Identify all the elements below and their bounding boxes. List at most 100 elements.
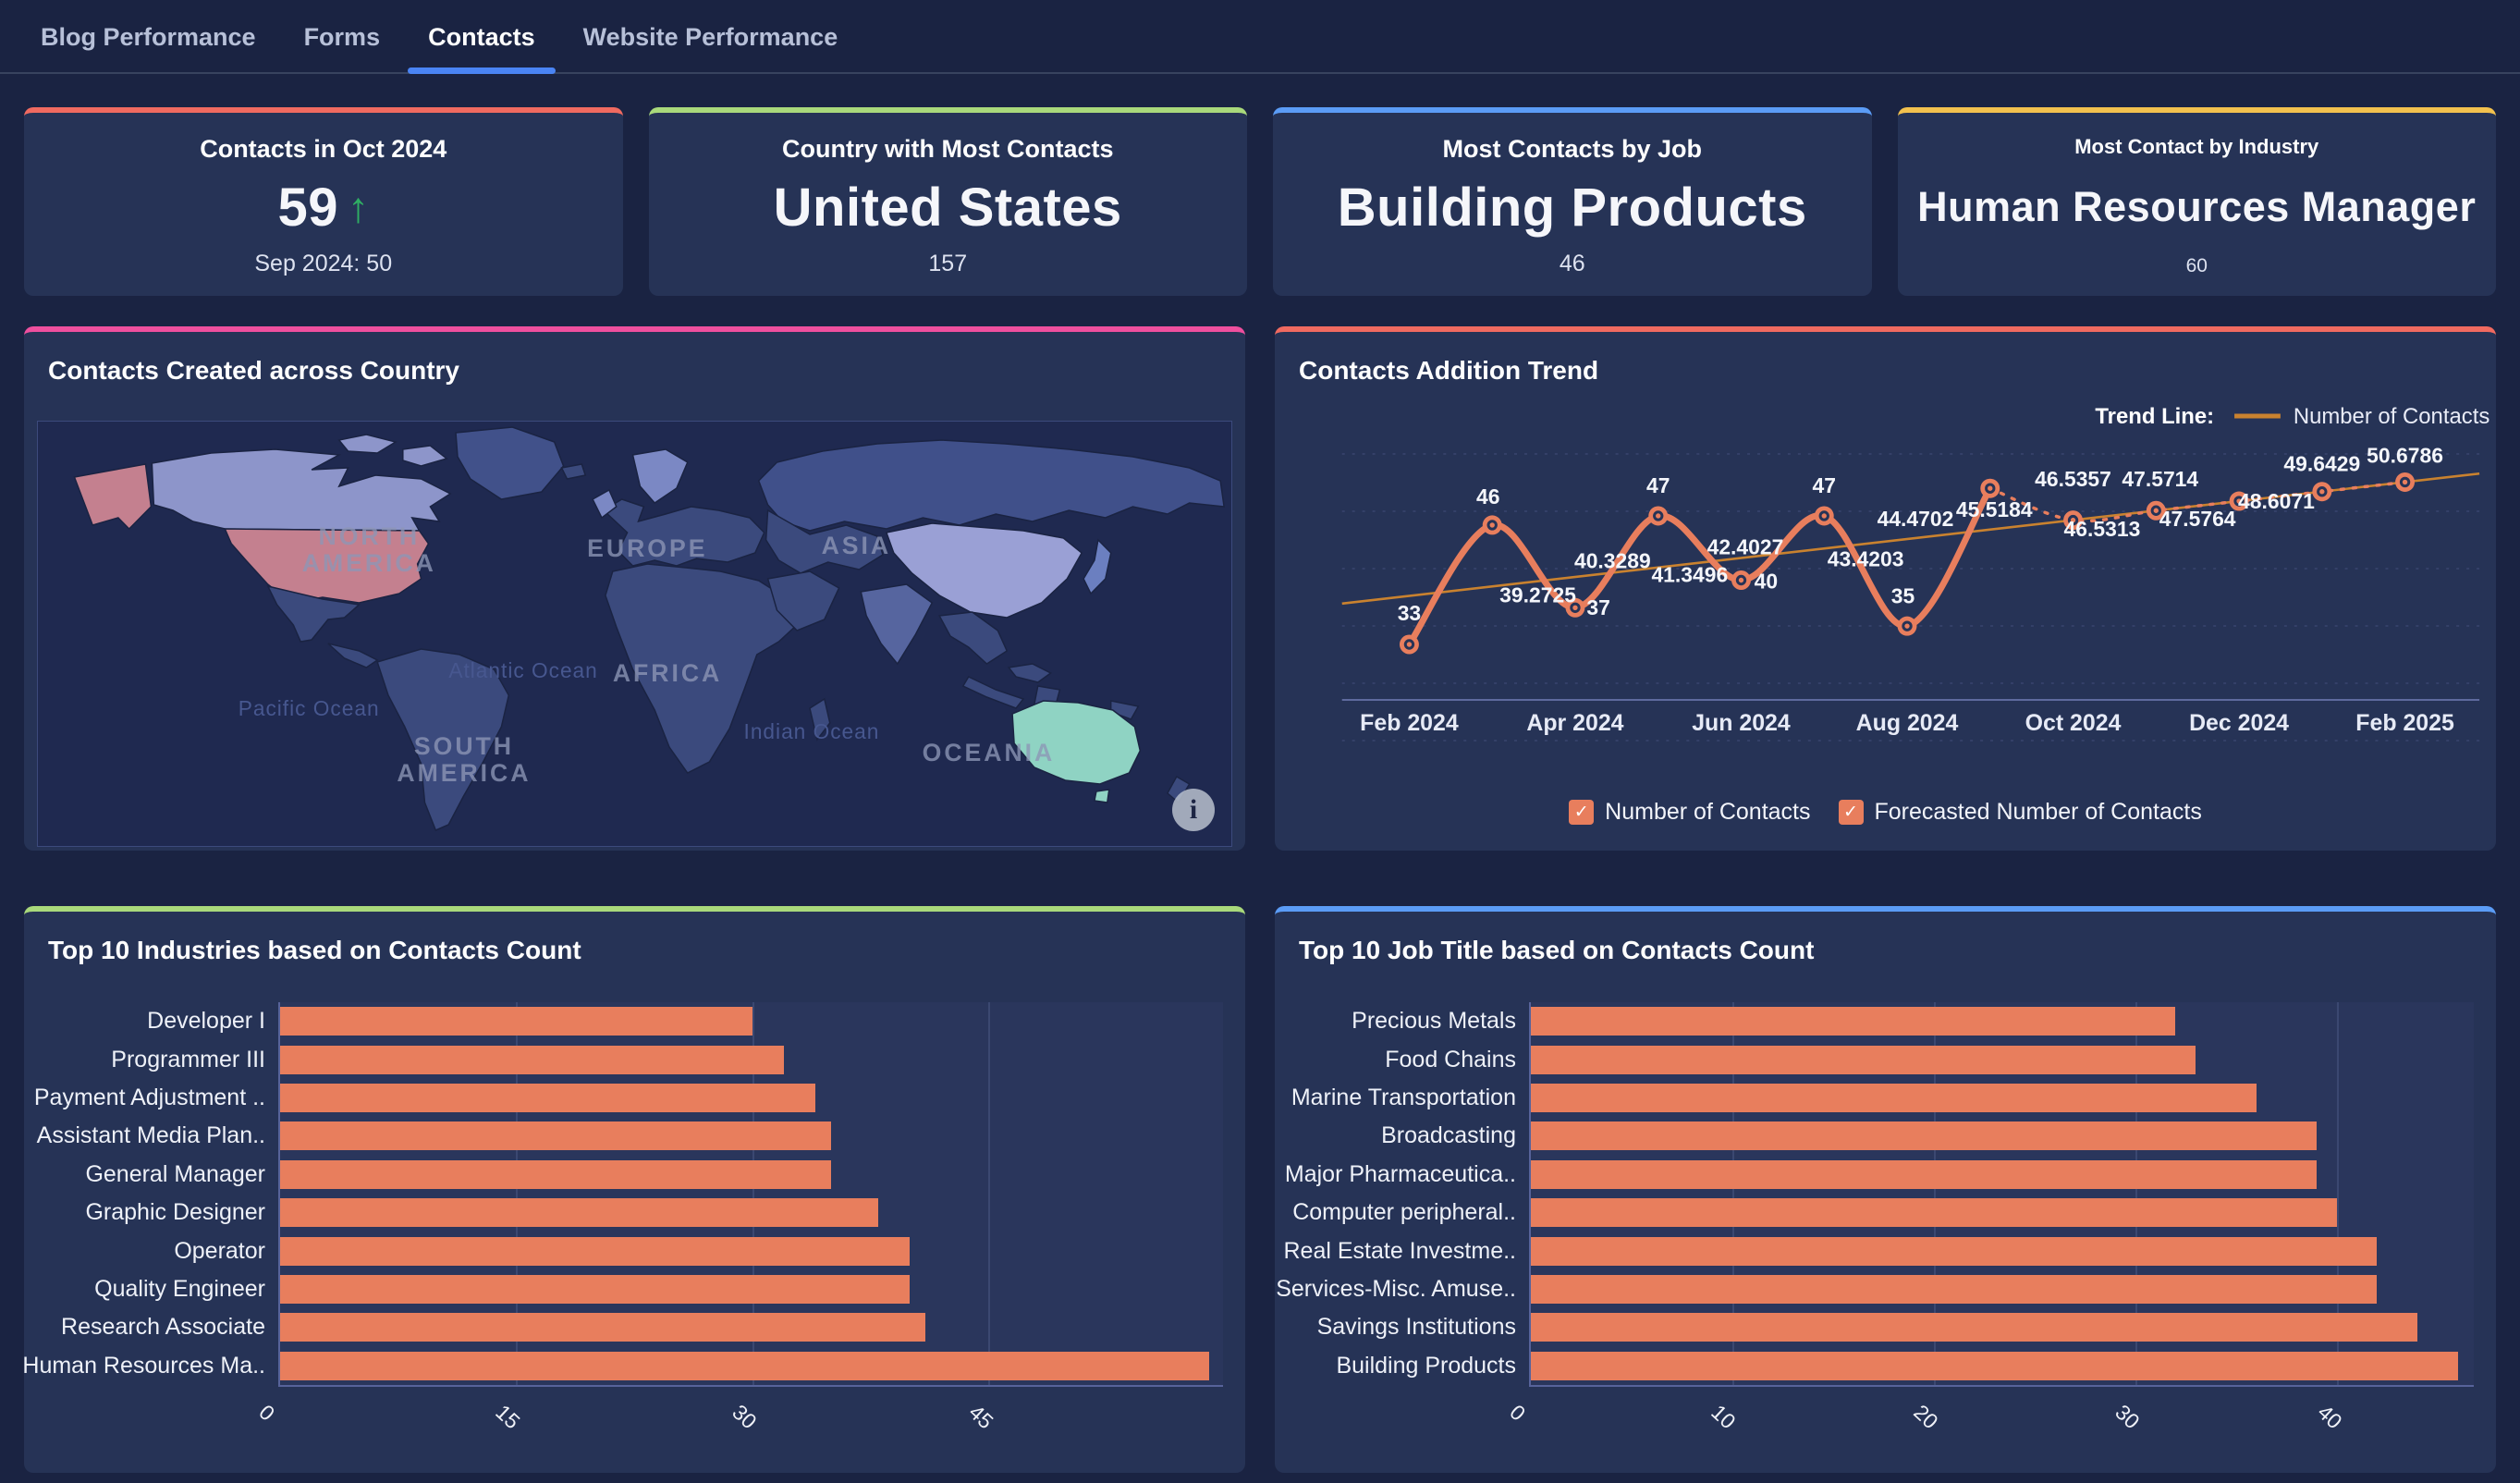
x-tick-label: 30 bbox=[2110, 1399, 2145, 1434]
data-point-marker-inner bbox=[1818, 510, 1829, 521]
bar-category-label: Computer peripheral.. bbox=[1292, 1199, 1516, 1226]
data-label: 39.2725 bbox=[1499, 582, 1576, 607]
x-tick-label: Oct 2024 bbox=[2025, 710, 2122, 736]
data-label: 46.5313 bbox=[2064, 517, 2141, 541]
bar-rows bbox=[280, 1002, 1223, 1385]
x-tick-label: Dec 2024 bbox=[2189, 710, 2289, 736]
bar-row bbox=[1531, 1117, 2474, 1155]
bar-category-label: Human Resources Ma.. bbox=[22, 1352, 265, 1379]
bar bbox=[1531, 1007, 2176, 1036]
data-point-marker-inner bbox=[2150, 505, 2161, 516]
bar-row bbox=[280, 1232, 1223, 1269]
trend-line-legend-series: Number of Contacts bbox=[2294, 404, 2489, 429]
data-point-marker-inner bbox=[2067, 514, 2079, 526]
kpi-card-contacts-oct: Contacts in Oct 2024 59 ↑ Sep 2024: 50 bbox=[24, 107, 623, 296]
trend-line-legend-prefix: Trend Line: bbox=[2095, 404, 2214, 429]
ocean-label: Atlantic Ocean bbox=[448, 658, 597, 682]
vertical-gridline bbox=[2336, 1002, 2339, 1385]
bar-chart: Precious Metals Food Chains Marine Transpo… bbox=[1275, 1002, 2474, 1472]
bar-row bbox=[280, 1040, 1223, 1078]
tab-contacts[interactable]: Contacts bbox=[404, 23, 559, 74]
bar-category-label: Precious Metals bbox=[1352, 1008, 1516, 1035]
bar bbox=[1531, 1313, 2417, 1342]
kpi-card-top-job: Most Contacts by Job Building Products 4… bbox=[1273, 107, 1872, 296]
vertical-gridline bbox=[1731, 1002, 1734, 1385]
legend-label: Number of Contacts bbox=[1605, 799, 1811, 825]
data-point-marker-inner bbox=[1985, 483, 1996, 494]
bar-category-label: Assistant Media Plan.. bbox=[36, 1122, 265, 1149]
bar bbox=[1531, 1159, 2317, 1189]
bar-category-label: Payment Adjustment .. bbox=[33, 1084, 265, 1110]
bar-category-label: Services-Misc. Amuse.. bbox=[1276, 1275, 1516, 1302]
bar-category-label: Quality Engineer bbox=[94, 1275, 265, 1302]
vertical-gridline bbox=[516, 1002, 519, 1385]
data-label: 47 bbox=[1813, 473, 1836, 497]
kpi-title: Contacts in Oct 2024 bbox=[200, 135, 447, 163]
tab-website-performance[interactable]: Website Performance bbox=[582, 23, 838, 51]
x-tick-label: Feb 2024 bbox=[1360, 710, 1459, 736]
bar-category-label: Programmer III bbox=[111, 1046, 265, 1072]
trend-line bbox=[1341, 472, 2480, 606]
bar-labels: Developer I Programmer III Payment Adjustm… bbox=[22, 1002, 278, 1385]
data-label: 48.6071 bbox=[2238, 489, 2315, 513]
bar bbox=[280, 1236, 911, 1266]
trend-panel: Contacts Addition Trend Feb 2024 Apr 2024… bbox=[1275, 326, 2496, 851]
bar bbox=[280, 1045, 784, 1074]
bar-category-label: Broadcasting bbox=[1381, 1122, 1516, 1149]
data-label: 45.5184 bbox=[1956, 497, 2033, 521]
checkbox-checked-icon[interactable]: ✓ bbox=[1569, 800, 1595, 825]
bar-axis: 0 15 30 45 bbox=[254, 1384, 1223, 1472]
bar-row bbox=[280, 1079, 1223, 1117]
kpi-value: 59 bbox=[277, 177, 338, 238]
continent-label: AFRICA bbox=[613, 659, 722, 687]
x-tick-label: Feb 2025 bbox=[2355, 710, 2454, 736]
bar bbox=[1531, 1045, 2196, 1074]
world-map: NORTH AMERICA EUROPE ASIA AFRICA SOUTH AMERICA… bbox=[37, 421, 1232, 847]
continent-label: ASIA bbox=[822, 532, 891, 559]
kpi-title: Most Contacts by Job bbox=[1442, 135, 1703, 163]
bar-plot bbox=[1529, 1002, 2474, 1385]
data-label: 35 bbox=[1891, 583, 1915, 607]
bar bbox=[280, 1159, 831, 1189]
data-label: 47 bbox=[1646, 473, 1670, 497]
legend-forecasted-contacts[interactable]: ✓ Forecasted Number of Contacts bbox=[1838, 799, 2202, 826]
data-label: 40.3289 bbox=[1574, 549, 1651, 573]
data-label: 47.5714 bbox=[2122, 467, 2198, 491]
bar-category-label: Graphic Designer bbox=[85, 1199, 265, 1226]
checkbox-checked-icon[interactable]: ✓ bbox=[1838, 800, 1864, 825]
bar bbox=[1531, 1274, 2378, 1304]
kpi-card-top-country: Country with Most Contacts United States… bbox=[648, 107, 1247, 296]
data-point-marker-inner bbox=[1735, 574, 1747, 586]
bar-category-label: Research Associate bbox=[61, 1314, 265, 1341]
bar bbox=[1531, 1236, 2378, 1266]
trend-up-arrow-icon: ↑ bbox=[348, 183, 369, 231]
x-tick-label: 15 bbox=[491, 1399, 525, 1434]
vertical-gridline bbox=[1933, 1002, 1936, 1385]
data-point-marker-inner bbox=[1653, 510, 1664, 521]
bar-row bbox=[1531, 1232, 2474, 1269]
x-tick-label: Jun 2024 bbox=[1692, 710, 1791, 736]
kpi-value: United States bbox=[773, 177, 1122, 238]
kpi-card-top-industry: Most Contact by Industry Human Resources… bbox=[1897, 107, 2496, 296]
middle-row: Contacts Created across Country bbox=[24, 326, 2496, 851]
bar-axis: 0 10 20 30 40 bbox=[1505, 1384, 2474, 1472]
bar bbox=[280, 1313, 926, 1342]
data-label: 46.5357 bbox=[2035, 467, 2111, 491]
tab-blog-performance[interactable]: Blog Performance bbox=[41, 23, 256, 51]
bar-category-label: Developer I bbox=[147, 1008, 265, 1035]
bar-category-label: Food Chains bbox=[1385, 1046, 1516, 1072]
data-label: 43.4203 bbox=[1828, 547, 1904, 571]
data-label: 44.4702 bbox=[1878, 507, 1954, 531]
tab-forms[interactable]: Forms bbox=[303, 23, 381, 51]
bar bbox=[280, 1007, 752, 1036]
info-icon[interactable]: i bbox=[1172, 789, 1215, 831]
bar bbox=[1531, 1083, 2257, 1112]
legend-number-of-contacts[interactable]: ✓ Number of Contacts bbox=[1569, 799, 1811, 826]
data-point-marker-inner bbox=[1902, 620, 1913, 631]
bar-rows bbox=[1531, 1002, 2474, 1385]
bar-row bbox=[280, 1002, 1223, 1040]
bar-labels: Precious Metals Food Chains Marine Transpo… bbox=[1275, 1002, 1529, 1385]
trend-legend-row: ✓ Number of Contacts ✓ Forecasted Number… bbox=[1275, 799, 2496, 826]
bar-row bbox=[280, 1117, 1223, 1155]
